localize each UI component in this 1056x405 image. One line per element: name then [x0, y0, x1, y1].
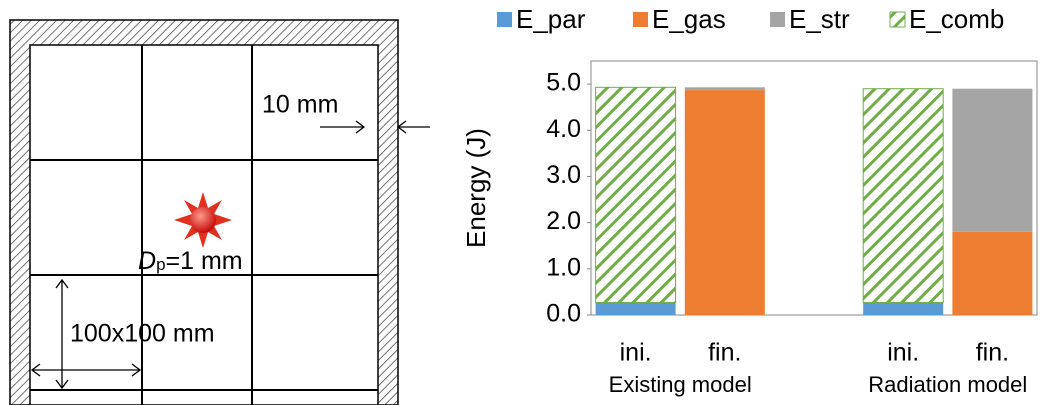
bar-segment	[952, 232, 1032, 315]
legend-swatch	[890, 12, 905, 27]
cell-label: 100x100 mm	[70, 320, 215, 348]
source-label: Dp=1 mm	[138, 247, 243, 275]
group-label: Radiation model	[868, 372, 1027, 397]
legend-swatch	[633, 12, 648, 27]
bar-segment	[863, 303, 943, 315]
legend-swatch	[497, 12, 512, 27]
x-tick-label: fin.	[976, 339, 1009, 367]
chart: Energy (J) 0.0 1.0 2.0 3.0 4.0 5.0 ini. fin. ini…	[461, 4, 1037, 397]
source-rest: =1 mm	[166, 247, 243, 275]
gap-label: 10 mm	[262, 91, 338, 119]
y-tick-label: 5.0	[546, 69, 581, 97]
bar-segment	[685, 90, 765, 315]
y-tick-label: 1.0	[546, 253, 581, 281]
y-tick-label: 0.0	[546, 300, 581, 328]
source-subscript: p	[156, 255, 165, 274]
y-axis-title: Energy (J)	[461, 128, 491, 248]
bar-segment	[596, 87, 676, 302]
bar-segment	[952, 89, 1032, 232]
legend-label: E_par	[516, 4, 586, 34]
x-tick-label: ini.	[887, 339, 919, 367]
legend-swatch	[770, 12, 785, 27]
y-tick-label: 2.0	[546, 207, 581, 235]
y-tick-label: 4.0	[546, 115, 581, 143]
bar-segment	[685, 87, 765, 90]
figure: 10 mm Dp=1 mm 100x100 mm Energy (J) 0.0 1…	[0, 0, 1056, 405]
diagram: 10 mm Dp=1 mm 100x100 mm	[10, 20, 430, 405]
legend-label: E_gas	[652, 4, 726, 34]
explosion-icon	[174, 192, 232, 248]
x-tick-label: ini.	[620, 339, 652, 367]
bar-segment	[863, 89, 943, 303]
legend-label: E_str	[789, 4, 850, 34]
group-label: Existing model	[609, 372, 752, 397]
y-tick-label: 3.0	[546, 161, 581, 189]
legend-label: E_comb	[909, 4, 1004, 34]
source-symbol: D	[138, 247, 156, 275]
bar-segment	[596, 303, 676, 315]
x-tick-label: fin.	[708, 339, 741, 367]
